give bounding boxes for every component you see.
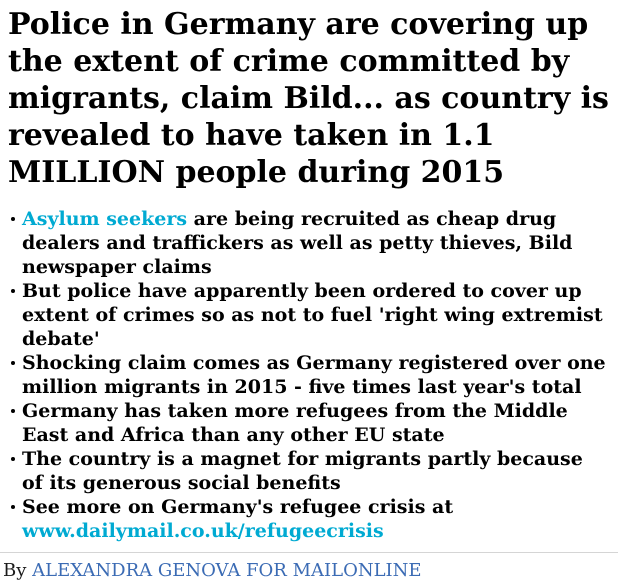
bullet-item: Asylum seekers are being recruited as ch… (11, 207, 606, 279)
author-link[interactable]: ALEXANDRA GENOVA FOR MAILONLINE (32, 560, 422, 581)
bullet-item: See more on Germany's refugee crisis at … (11, 495, 606, 543)
bullet-text: But police have apparently been ordered … (22, 280, 603, 350)
bullet-text: Shocking claim comes as Germany register… (22, 352, 606, 398)
bullet-text: Germany has taken more refugees from the… (22, 400, 568, 446)
bullet-text: are being recruited as cheap drug dealer… (22, 208, 573, 278)
bullet-text: See more on Germany's refugee crisis at (22, 496, 454, 518)
bullet-text: The country is a magnet for migrants par… (22, 448, 583, 494)
article-summary-bullets: Asylum seekers are being recruited as ch… (8, 207, 610, 543)
refugee-crisis-url-link[interactable]: www.dailymail.co.uk/refugeecrisis (22, 520, 384, 542)
bullet-item: But police have apparently been ordered … (11, 279, 606, 351)
bullet-item: Germany has taken more refugees from the… (11, 399, 606, 447)
bullet-item: Shocking claim comes as Germany register… (11, 351, 606, 399)
asylum-seekers-link[interactable]: Asylum seekers (22, 208, 188, 230)
byline: By ALEXANDRA GENOVA FOR MAILONLINE (3, 560, 610, 582)
article-headline: Police in Germany are covering up the ex… (8, 7, 609, 190)
byline-prefix: By (3, 560, 33, 581)
article-byline-section: By ALEXANDRA GENOVA FOR MAILONLINE PUBLI… (3, 560, 610, 585)
bullet-item: The country is a magnet for migrants par… (11, 447, 606, 495)
section-divider (0, 552, 618, 553)
